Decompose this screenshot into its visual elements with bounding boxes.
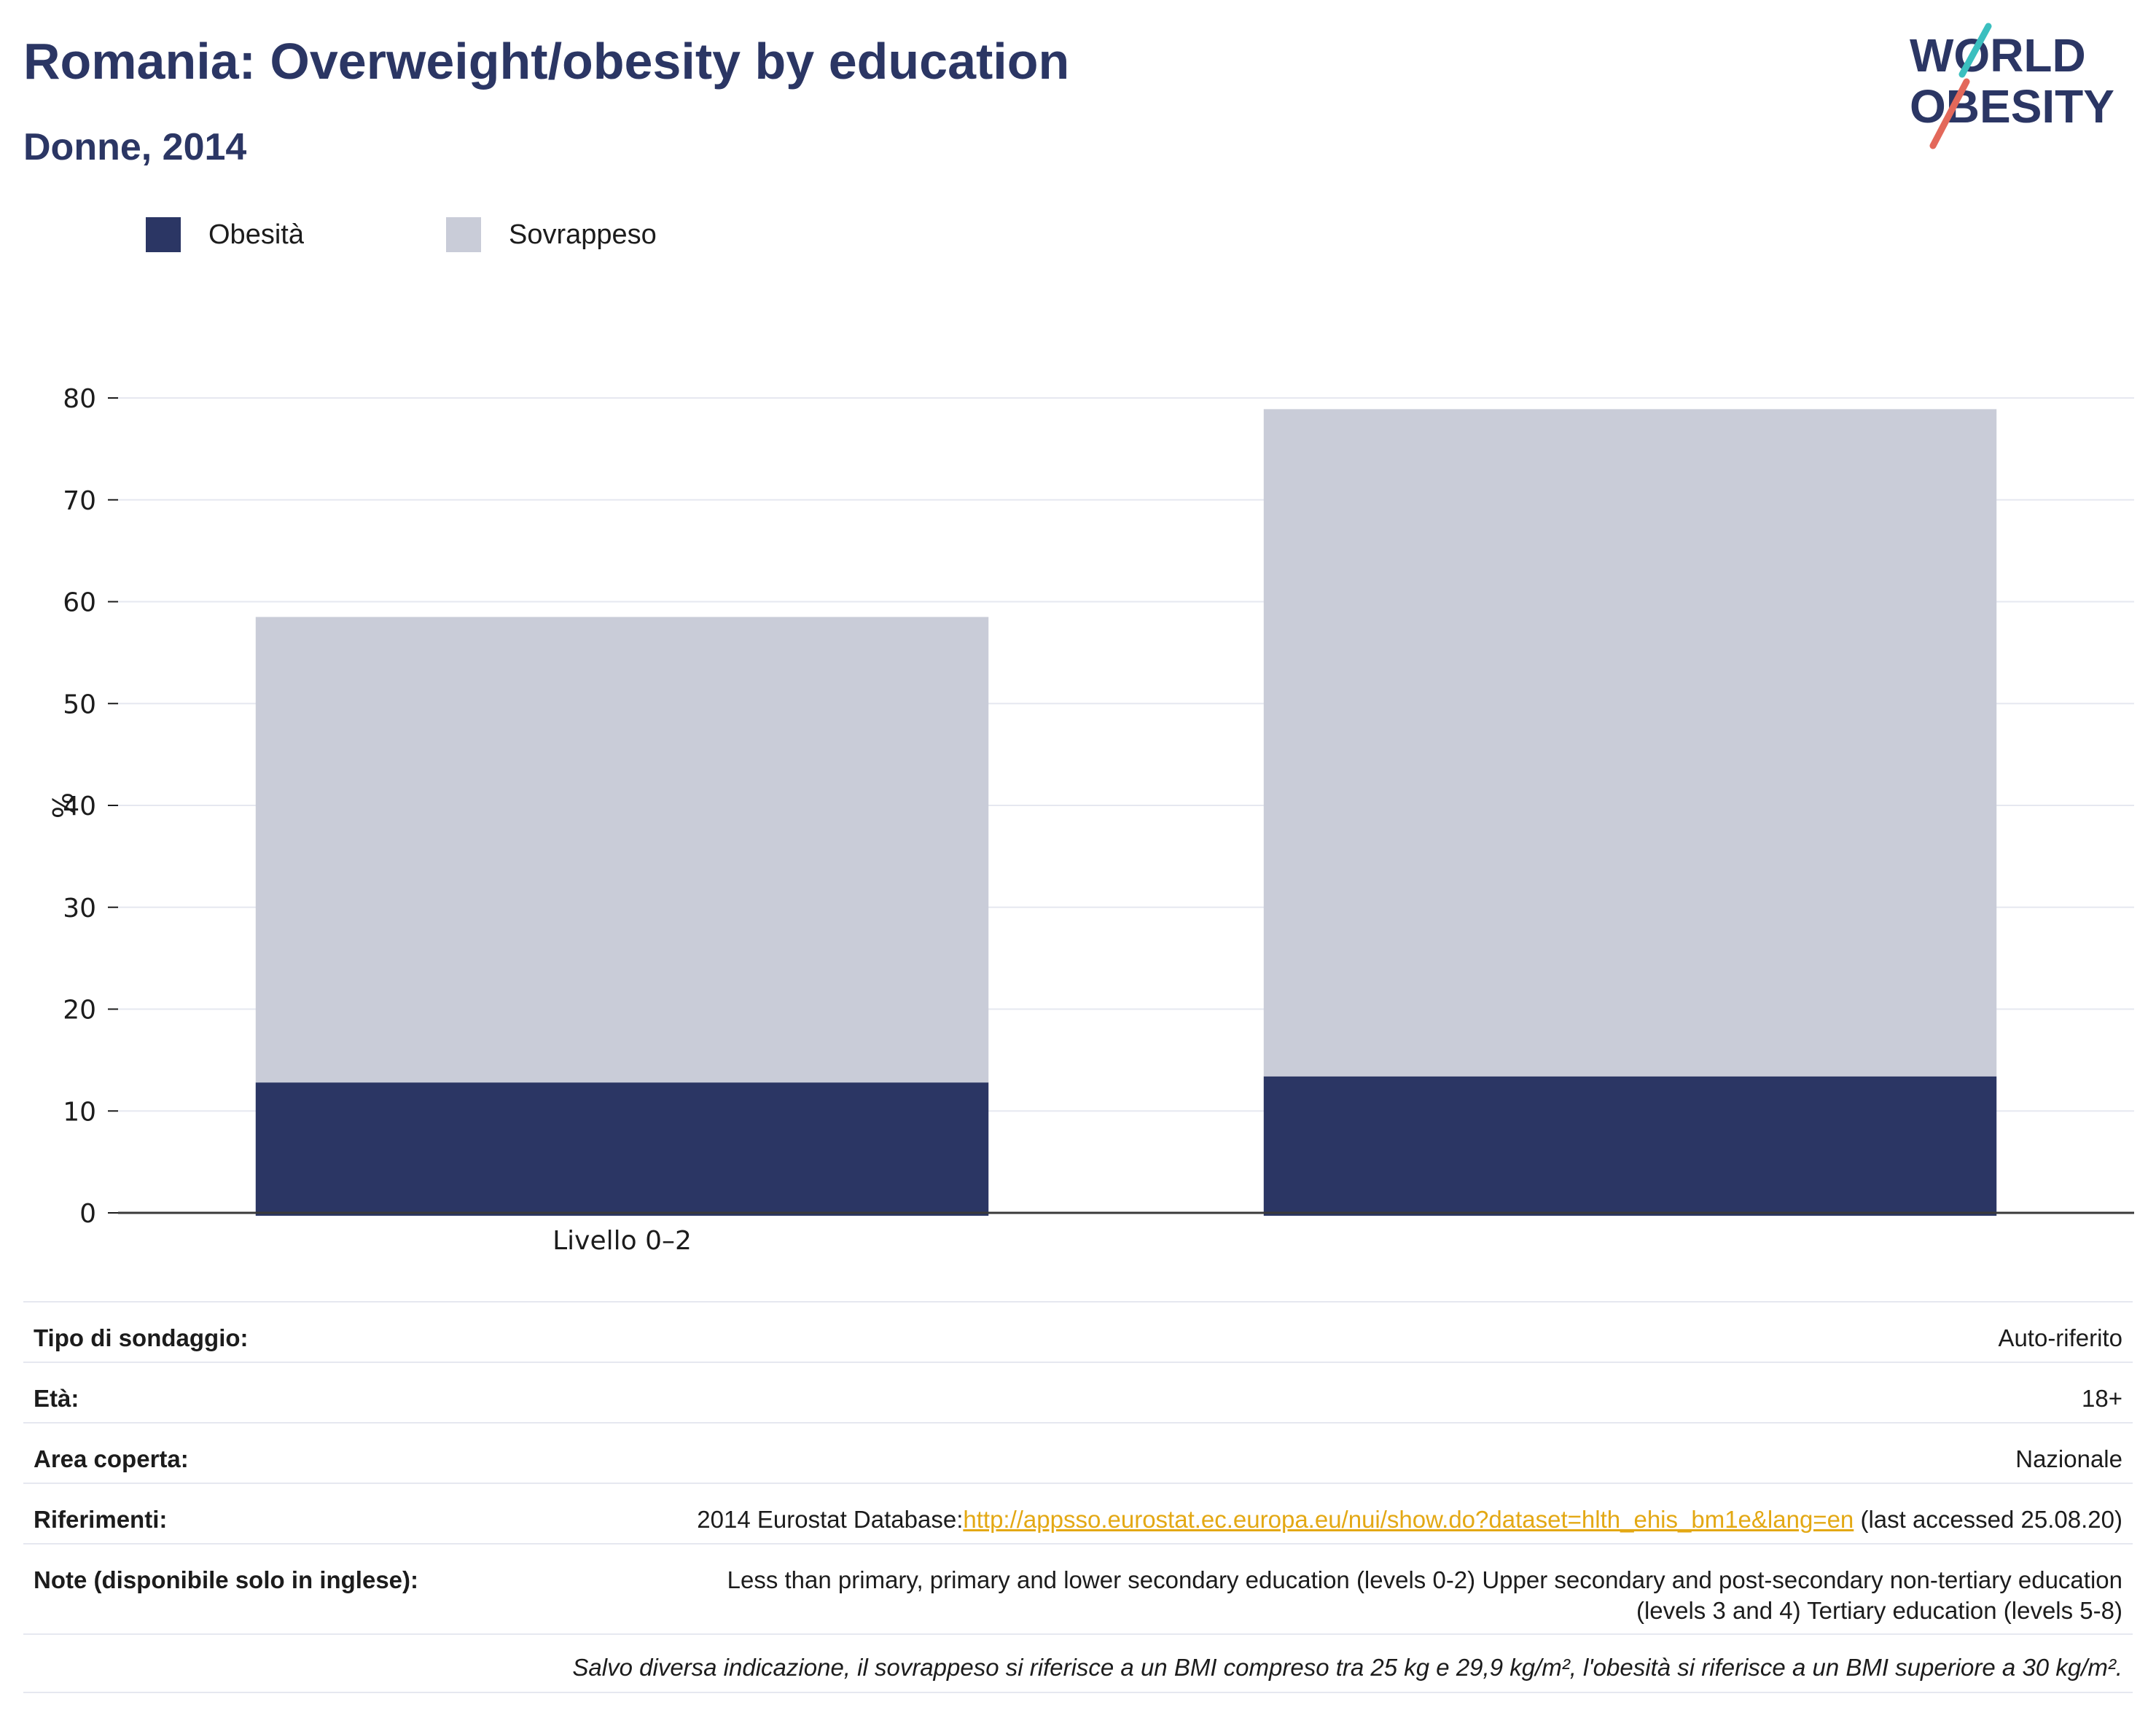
meta-key: Età: (34, 1385, 79, 1412)
y-tick-label: 10 (63, 1097, 96, 1127)
y-tick-label: 40 (63, 792, 96, 821)
notes-line-1: Less than primary, primary and lower sec… (727, 1566, 2122, 1593)
y-axis-title: % (46, 792, 78, 819)
meta-key: Riferimenti: (34, 1506, 168, 1533)
meta-value: Less than primary, primary and lower sec… (727, 1565, 2122, 1626)
bar-chart: 0 10 20 30 40 50 60 70 80% Livello 0–2 (46, 384, 2134, 1256)
meta-value: 18+ (2082, 1385, 2122, 1412)
reference-suffix: (last accessed 25.08.20) (1854, 1506, 2122, 1533)
meta-row-area: Area coperta: Nazionale (23, 1422, 2133, 1483)
y-tick-label: 60 (63, 588, 96, 618)
world-obesity-logo: WORLD OBESITY (1895, 22, 2143, 153)
legend-swatch-obesity (146, 217, 181, 252)
meta-key: Area coperta: (34, 1445, 189, 1472)
legend-item-obesity[interactable]: Obesità (146, 217, 304, 252)
meta-value: Nazionale (2015, 1445, 2122, 1472)
reference-prefix: 2014 Eurostat Database: (697, 1506, 964, 1533)
chart-title: Romania: Overweight/obesity by education (23, 33, 1070, 90)
notes-line-2: (levels 3 and 4) Tertiary education (lev… (1636, 1597, 2122, 1624)
reference-link[interactable]: http://appsso.eurostat.ec.europa.eu/nui/… (963, 1506, 1854, 1533)
legend-label-overweight: Sovrappeso (509, 219, 657, 250)
y-tick-label: 20 (63, 996, 96, 1026)
legend-swatch-overweight (446, 217, 481, 252)
chart-subtitle: Donne, 2014 (23, 126, 247, 168)
bmi-footnote: Salvo diversa indicazione, il sovrappeso… (23, 1633, 2133, 1693)
logo-text-world: WORLD (1910, 29, 2086, 82)
meta-row-references: Riferimenti: 2014 Eurostat Database:http… (23, 1483, 2133, 1543)
y-tick-label: 50 (63, 690, 96, 719)
bar-obesity-1 (1263, 1076, 1997, 1216)
meta-row-survey-type: Tipo di sondaggio: Auto-riferito (23, 1301, 2133, 1362)
y-tick-label: 0 (79, 1199, 96, 1229)
meta-value: Auto-riferito (1998, 1324, 2122, 1351)
y-tick-label: 70 (63, 486, 96, 516)
bar-overweight-1 (1263, 409, 1997, 1077)
bar-overweight-0 (255, 617, 989, 1083)
bar-obesity-0 (255, 1082, 989, 1216)
y-tick-label: 30 (63, 894, 96, 923)
x-tick-label: Livello 0–2 (552, 1226, 692, 1256)
chart-area: 0 10 20 30 40 50 60 70 80% Livello 0–2 (46, 384, 2134, 1256)
meta-key: Tipo di sondaggio: (34, 1324, 249, 1351)
meta-key: Note (disponibile solo in inglese): (34, 1566, 419, 1593)
meta-row-notes: Note (disponibile solo in inglese): Less… (23, 1543, 2133, 1633)
metadata-table: Tipo di sondaggio: Auto-riferito Età: 18… (23, 1301, 2133, 1693)
meta-value: 2014 Eurostat Database:http://appsso.eur… (697, 1504, 2122, 1535)
logo-slash-red (1929, 78, 1970, 149)
logo-slash-teal (1958, 23, 1992, 78)
meta-row-age: Età: 18+ (23, 1362, 2133, 1422)
legend-label-obesity: Obesità (208, 219, 304, 250)
y-tick-label: 80 (63, 384, 96, 414)
legend-item-overweight[interactable]: Sovrappeso (446, 217, 657, 252)
